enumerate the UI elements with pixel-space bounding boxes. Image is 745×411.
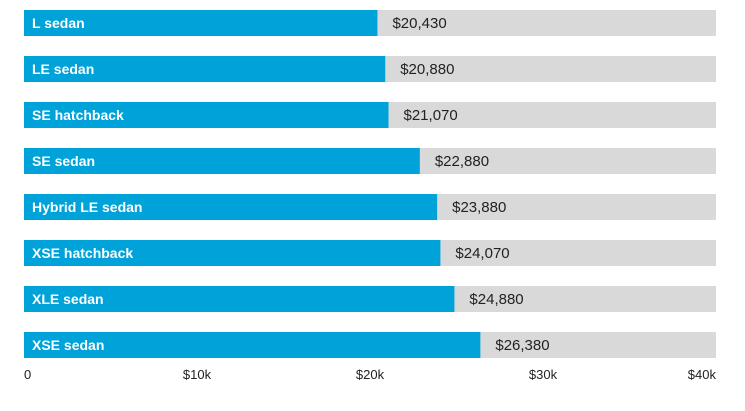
value-label: $24,880 (469, 291, 523, 308)
bar (24, 286, 455, 312)
x-tick-label: $10k (183, 367, 212, 382)
bars-layer: L sedan $20,430 LE sedan $20,880 SE hatchbac… (24, 10, 716, 358)
bar-group: SE sedan $22,880 (24, 148, 716, 174)
value-label: $26,380 (495, 337, 549, 354)
category-label: XSE sedan (32, 337, 104, 353)
bar-group: XSE sedan $26,380 (24, 332, 716, 358)
value-label: $20,430 (392, 15, 446, 32)
x-tick-label: $40k (688, 367, 717, 382)
bar (24, 194, 438, 220)
x-tick-label: $30k (529, 367, 558, 382)
value-label: $21,070 (404, 107, 458, 124)
bar-group: SE hatchback $21,070 (24, 102, 716, 128)
category-label: LE sedan (32, 61, 94, 77)
category-label: XLE sedan (32, 291, 104, 307)
x-tick-label: 0 (24, 367, 31, 382)
x-axis-ticks: 0 $10k $20k $30k $40k (24, 367, 716, 382)
value-label: $24,070 (455, 245, 509, 262)
x-tick-label: $20k (356, 367, 385, 382)
bar (24, 10, 378, 36)
bar-group: XLE sedan $24,880 (24, 286, 716, 312)
category-label: L sedan (32, 15, 85, 31)
value-label: $22,880 (435, 153, 489, 170)
category-label: SE hatchback (32, 107, 124, 123)
bar (24, 102, 389, 128)
value-label: $20,880 (400, 61, 454, 78)
bar-group: L sedan $20,430 (24, 10, 716, 36)
category-label: Hybrid LE sedan (32, 199, 142, 215)
value-label: $23,880 (452, 199, 506, 216)
category-label: SE sedan (32, 153, 95, 169)
bar (24, 332, 481, 358)
bar-group: Hybrid LE sedan $23,880 (24, 194, 716, 220)
bar-group: XSE hatchback $24,070 (24, 240, 716, 266)
bar (24, 240, 441, 266)
bar (24, 148, 420, 174)
category-label: XSE hatchback (32, 245, 133, 261)
bar-group: LE sedan $20,880 (24, 56, 716, 82)
bar (24, 56, 386, 82)
